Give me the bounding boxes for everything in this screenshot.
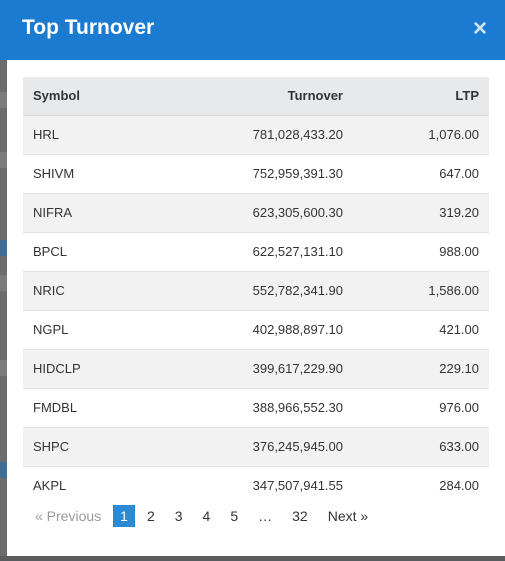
- cell-ltp: 1,586.00: [349, 270, 489, 310]
- cell-turnover: 623,305,600.30: [163, 192, 349, 232]
- cell-turnover: 752,959,391.30: [163, 153, 349, 193]
- cell-ltp: 633.00: [349, 426, 489, 466]
- cell-turnover: 376,245,945.00: [163, 426, 349, 466]
- cell-turnover: 402,988,897.10: [163, 309, 349, 349]
- cell-symbol: SHPC: [23, 426, 163, 466]
- cell-symbol: NRIC: [23, 270, 163, 310]
- page-button-4[interactable]: 4: [202, 508, 211, 524]
- table-row[interactable]: AKPL 347,507,941.55 284.00: [23, 465, 489, 505]
- background-strip: [0, 60, 7, 561]
- turnover-table: Symbol Turnover LTP HRL 781,028,433.20 1…: [23, 77, 489, 505]
- cell-ltp: 421.00: [349, 309, 489, 349]
- background-mark: [0, 92, 7, 108]
- cell-turnover: 552,782,341.90: [163, 270, 349, 310]
- background-bottom: [0, 556, 505, 561]
- background-mark: [0, 360, 7, 376]
- column-header-ltp[interactable]: LTP: [349, 77, 489, 116]
- cell-turnover: 399,617,229.90: [163, 348, 349, 388]
- background-mark: [0, 462, 7, 478]
- table-row[interactable]: FMDBL 388,966,552.30 976.00: [23, 387, 489, 427]
- next-page-button[interactable]: Next »: [327, 508, 369, 524]
- background-mark: [0, 152, 7, 168]
- table-row[interactable]: HRL 781,028,433.20 1,076.00: [23, 114, 489, 154]
- background-mark: [0, 275, 7, 291]
- cell-symbol: FMDBL: [23, 387, 163, 427]
- cell-ltp: 284.00: [349, 465, 489, 505]
- page-ellipsis: …: [258, 508, 273, 524]
- cell-turnover: 622,527,131.10: [163, 231, 349, 271]
- cell-symbol: HIDCLP: [23, 348, 163, 388]
- table-row[interactable]: BPCL 622,527,131.10 988.00: [23, 231, 489, 271]
- table-row[interactable]: SHIVM 752,959,391.30 647.00: [23, 153, 489, 193]
- cell-symbol: HRL: [23, 114, 163, 154]
- cell-turnover: 388,966,552.30: [163, 387, 349, 427]
- cell-ltp: 1,076.00: [349, 114, 489, 154]
- page-button-1[interactable]: 1: [113, 505, 135, 527]
- page-button-2[interactable]: 2: [146, 508, 155, 524]
- page-button-5[interactable]: 5: [230, 508, 239, 524]
- cell-turnover: 347,507,941.55: [163, 465, 349, 505]
- modal-header: Top Turnover ×: [0, 0, 505, 60]
- cell-symbol: NIFRA: [23, 192, 163, 232]
- cell-symbol: NGPL: [23, 309, 163, 349]
- column-header-turnover[interactable]: Turnover: [163, 77, 349, 116]
- cell-ltp: 319.20: [349, 192, 489, 232]
- cell-ltp: 229.10: [349, 348, 489, 388]
- cell-symbol: SHIVM: [23, 153, 163, 193]
- cell-ltp: 647.00: [349, 153, 489, 193]
- table-row[interactable]: NIFRA 623,305,600.30 319.20: [23, 192, 489, 232]
- page-button-3[interactable]: 3: [174, 508, 183, 524]
- table-row[interactable]: NRIC 552,782,341.90 1,586.00: [23, 270, 489, 310]
- background-mark: [0, 240, 7, 256]
- close-icon[interactable]: ×: [472, 15, 487, 42]
- column-header-symbol[interactable]: Symbol: [23, 77, 163, 116]
- pagination: « Previous 1 2 3 4 5 … 32 Next »: [27, 505, 380, 527]
- cell-ltp: 988.00: [349, 231, 489, 271]
- cell-turnover: 781,028,433.20: [163, 114, 349, 154]
- previous-page-button[interactable]: « Previous: [35, 508, 102, 524]
- cell-symbol: AKPL: [23, 465, 163, 505]
- modal-title: Top Turnover: [22, 16, 155, 39]
- cell-ltp: 976.00: [349, 387, 489, 427]
- cell-symbol: BPCL: [23, 231, 163, 271]
- table-row[interactable]: NGPL 402,988,897.10 421.00: [23, 309, 489, 349]
- table-header-row: Symbol Turnover LTP: [23, 77, 489, 116]
- table-row[interactable]: HIDCLP 399,617,229.90 229.10: [23, 348, 489, 388]
- page-button-32[interactable]: 32: [292, 508, 308, 524]
- table-row[interactable]: SHPC 376,245,945.00 633.00: [23, 426, 489, 466]
